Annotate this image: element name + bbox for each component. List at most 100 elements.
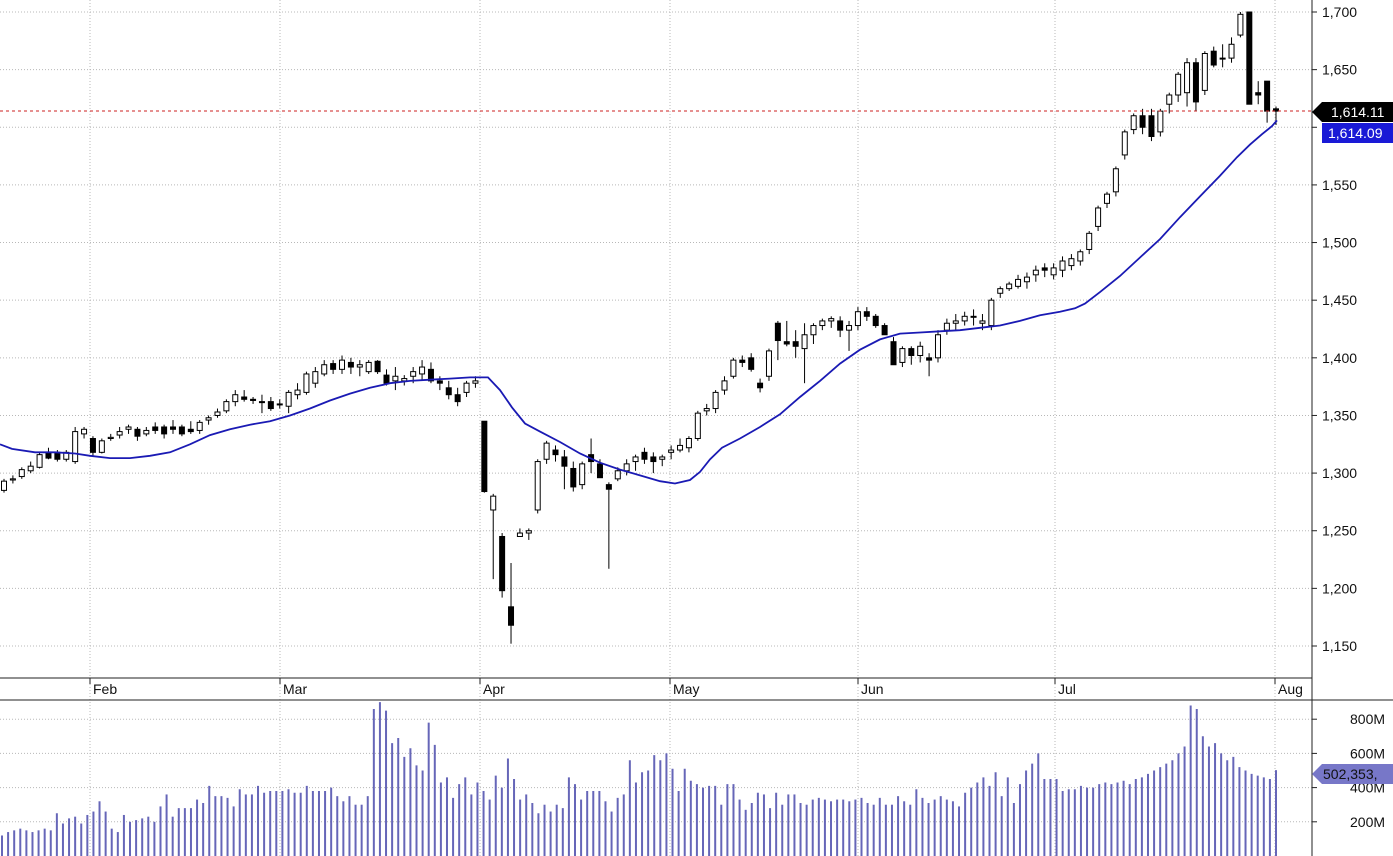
candle (819, 318, 826, 331)
candle (837, 316, 844, 338)
candle-body-down (890, 341, 897, 366)
candle-body-down (881, 325, 888, 336)
candle (1246, 11, 1253, 105)
candle-body-down (161, 426, 168, 435)
volume-axis-tick-label: 800M (1350, 711, 1385, 727)
candle-body-up (1201, 52, 1208, 91)
candle-body-up (1059, 260, 1066, 271)
candle (650, 452, 657, 474)
price-axis-tick-label: 1,400 (1322, 350, 1357, 366)
candle (783, 320, 790, 347)
candle-body-up (1228, 43, 1235, 59)
candle (143, 426, 150, 437)
candle (997, 286, 1004, 298)
candle (339, 355, 346, 374)
candle (801, 323, 808, 384)
candle (45, 447, 52, 460)
candle (917, 341, 924, 363)
candle-body-down (1264, 80, 1271, 112)
candle (757, 378, 764, 393)
candle (250, 397, 257, 404)
candle (205, 415, 212, 425)
candle-body-up (854, 311, 861, 327)
candle-body-down (241, 396, 248, 400)
price-axis-tick-label: 1,350 (1322, 407, 1357, 423)
candle (463, 380, 470, 398)
candle-body-down (1041, 267, 1048, 271)
month-label: Feb (93, 681, 117, 697)
candle-body-up (1130, 115, 1137, 131)
candle-body-up (1112, 168, 1119, 193)
candle-body-up (1023, 276, 1030, 283)
candle-body-up (98, 440, 105, 453)
candle-body-up (685, 438, 692, 449)
candle-body-up (1095, 207, 1102, 227)
candle (89, 436, 96, 457)
candle (1166, 92, 1173, 114)
candle-body-up (1184, 62, 1191, 94)
candle (1237, 12, 1244, 38)
candle-body-up (339, 359, 346, 370)
candle-body-up (952, 320, 959, 324)
candle (116, 426, 123, 439)
candle (196, 420, 203, 434)
candle-body-up (125, 426, 132, 430)
candle (1264, 80, 1271, 123)
candle-body-down (134, 428, 141, 437)
candle (1148, 108, 1155, 142)
month-label: Mar (283, 681, 307, 697)
candle-body-up (276, 403, 283, 406)
candle-body-down (1246, 11, 1253, 105)
candle-body-up (659, 456, 666, 460)
candle (890, 337, 897, 366)
candle-body-up (961, 315, 968, 322)
candle-body-down (1192, 62, 1199, 103)
candle-body-up (988, 299, 995, 327)
candle (365, 360, 372, 374)
candle-body-up (579, 463, 586, 486)
candle (552, 445, 559, 462)
candle (72, 426, 79, 464)
candle (214, 408, 221, 418)
candle-body-up (632, 456, 639, 463)
candle (312, 367, 319, 388)
candle-body-down (837, 320, 844, 331)
price-axis-tick-label: 1,500 (1322, 235, 1357, 251)
candle (445, 380, 452, 400)
moving-average-badge: 1,614.09 (1322, 123, 1393, 143)
candle-body-up (356, 364, 363, 368)
candle-body-up (490, 495, 497, 511)
candle-body-down (641, 451, 648, 460)
candle-body-down (1148, 115, 1155, 137)
candle (330, 360, 337, 374)
candle-body-up (703, 408, 710, 412)
candle (1015, 274, 1022, 289)
candle (258, 394, 265, 414)
candle (1006, 281, 1013, 291)
candle-body-up (1237, 13, 1244, 36)
candle (1023, 272, 1030, 289)
candle-body-up (623, 463, 630, 472)
candle (1059, 256, 1066, 278)
candle (392, 367, 399, 391)
candle (641, 447, 648, 464)
candle-body-up (516, 532, 523, 537)
candle-body-down (170, 426, 177, 430)
candle-body-up (463, 382, 470, 393)
candle-body-up (1032, 269, 1039, 276)
candle-body-down (650, 456, 657, 463)
candle (1228, 37, 1235, 63)
candle-body-up (712, 391, 719, 410)
candle-body-down (570, 467, 577, 488)
candle (525, 528, 532, 540)
candle (347, 357, 354, 374)
candle-body-up (365, 361, 372, 373)
candle (730, 357, 737, 379)
candle (570, 461, 577, 492)
price-axis-tick-label: 1,700 (1322, 4, 1357, 20)
candle-body-up (1157, 110, 1164, 133)
candle-body-down (774, 322, 781, 342)
candle-body-down (739, 359, 746, 363)
price-axis-tick-label: 1,200 (1322, 580, 1357, 596)
